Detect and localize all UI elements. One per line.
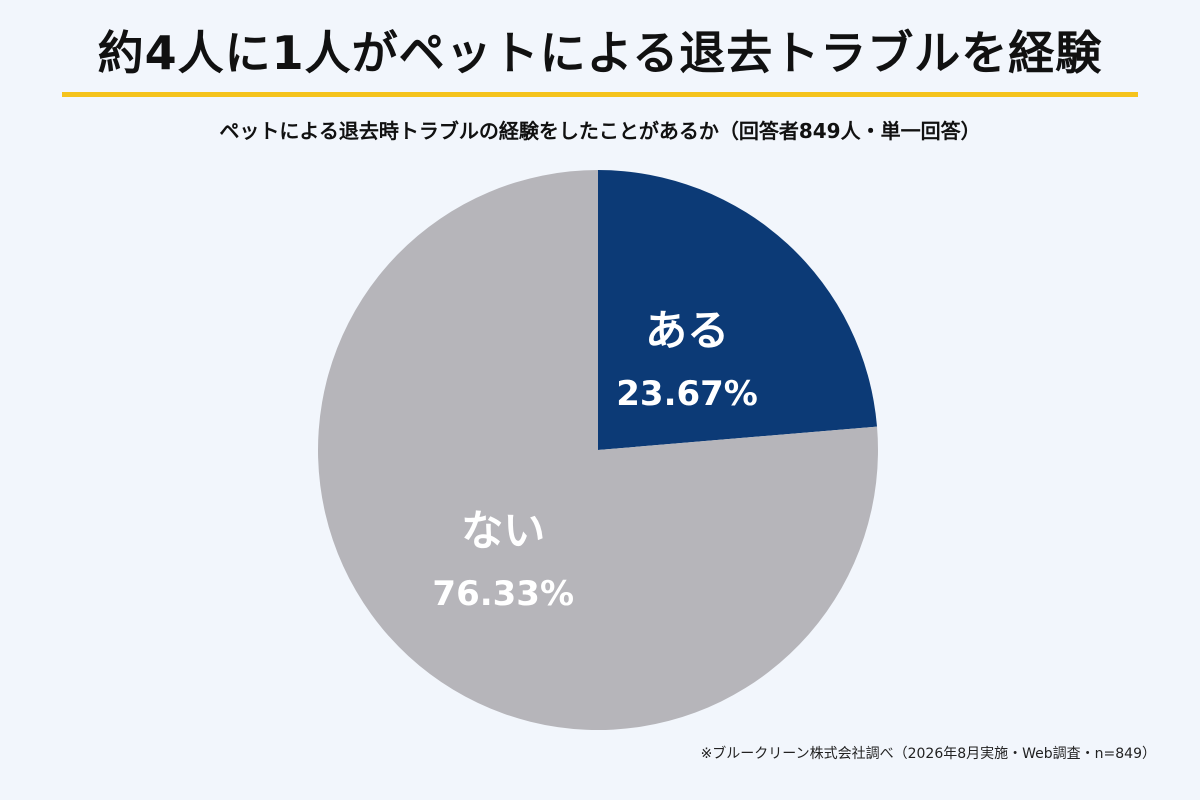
- slice-label-yes: ある: [645, 306, 729, 355]
- chart-subtitle: ペットによる退去時トラブルの経験をしたことがあるか（回答者849人・単一回答）: [219, 119, 981, 143]
- slice-value-no: 76.33%: [432, 574, 574, 614]
- source-note: ※ブルークリーン株式会社調べ（2026年8月実施・Web調査・n=849）: [700, 746, 1156, 762]
- page-title: 約4人に1人がペットによる退去トラブルを経験: [97, 26, 1103, 80]
- pie-slice-no: [317, 170, 878, 730]
- slice-label-no: ない: [461, 506, 545, 555]
- title-underline: [62, 92, 1138, 97]
- pie-slice-yes: [598, 170, 878, 450]
- slice-value-yes: 23.67%: [616, 374, 758, 414]
